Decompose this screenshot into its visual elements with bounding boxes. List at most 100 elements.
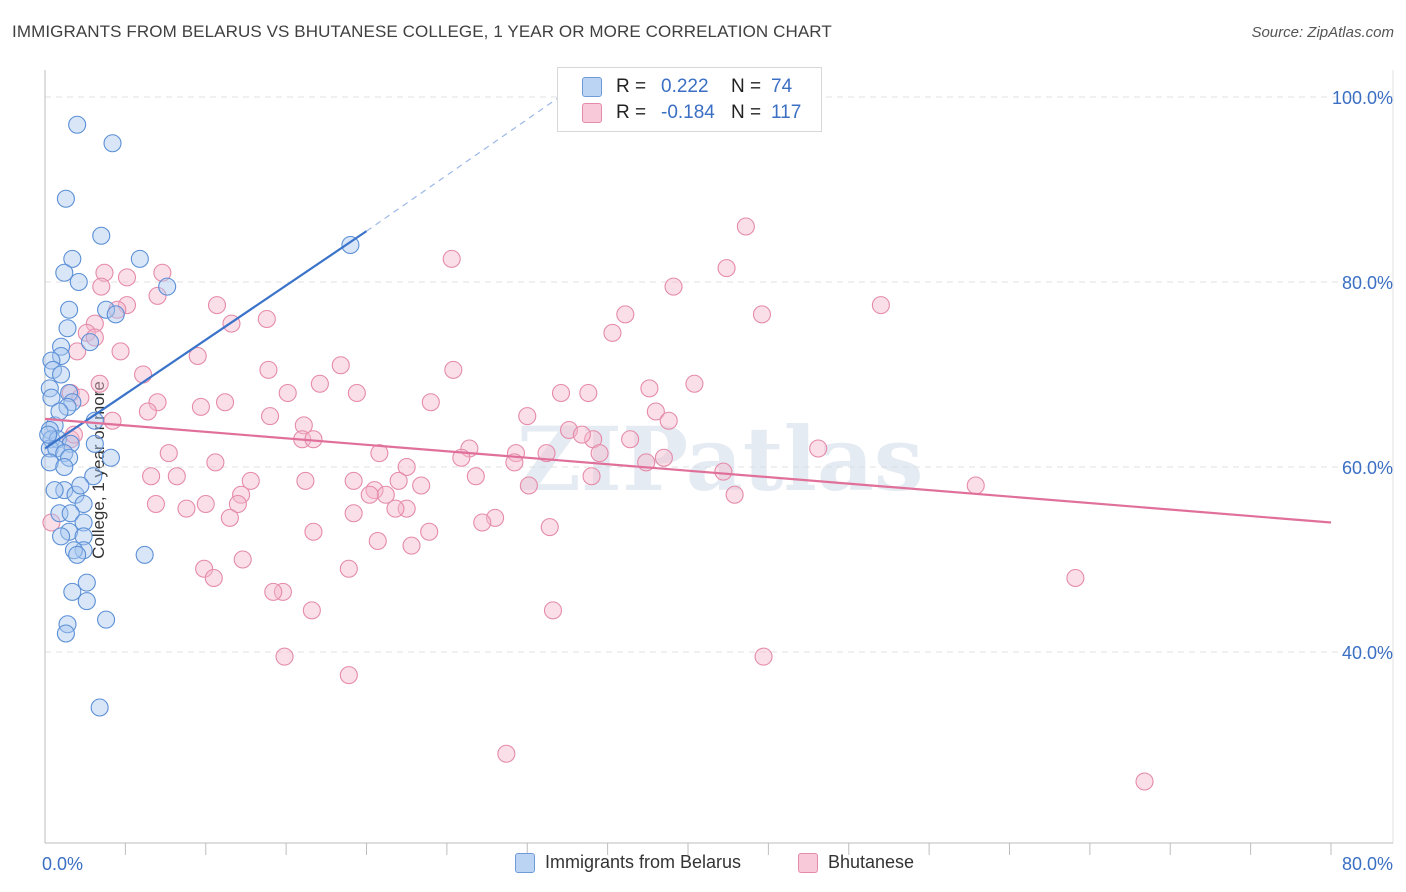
n-label: N = — [731, 102, 762, 123]
r-label: R = — [616, 102, 647, 123]
bhutanese-point — [590, 444, 609, 463]
bhutanese-point — [616, 305, 635, 324]
bhutanese-point — [572, 425, 591, 444]
bhutanese-point — [134, 365, 153, 384]
bhutanese-point — [188, 346, 207, 366]
bhutanese-point — [640, 379, 659, 398]
bhutanese-point — [195, 559, 214, 578]
bhutanese-point — [204, 568, 223, 588]
watermark: ZIPatlas — [517, 407, 924, 511]
belarus-point — [40, 439, 59, 458]
belarus-point — [42, 351, 61, 370]
bhutanese-point — [275, 647, 294, 666]
r-label: R = — [616, 76, 647, 97]
bhutanese-point — [233, 550, 252, 569]
bhutanese-point — [273, 582, 292, 601]
bhutanese-point — [257, 309, 276, 329]
belarus-point — [74, 541, 93, 560]
belarus-legend-icon — [515, 852, 535, 873]
bhutanese-point — [368, 531, 387, 551]
legend-label-belarus: Immigrants from Belarus — [545, 852, 742, 872]
bhutanese-point — [177, 499, 196, 518]
bhutanese-point — [543, 601, 563, 620]
belarus-point — [135, 545, 154, 564]
x-tick-label: 0.0% — [42, 854, 83, 874]
belarus-point — [60, 448, 79, 467]
belarus-point — [80, 333, 100, 352]
bhutanese-swatch-icon — [582, 103, 602, 123]
belarus-trendline-extension — [366, 96, 560, 232]
belarus-point — [63, 582, 82, 601]
bhutanese-point — [1135, 772, 1154, 791]
bhutanese-point — [736, 217, 755, 236]
bhutanese-point — [220, 508, 239, 527]
bhutanese-point — [621, 430, 640, 449]
bhutanese-point — [664, 277, 683, 296]
bhutanese-point — [142, 467, 161, 486]
belarus-point — [52, 346, 71, 366]
bhutanese-point — [117, 268, 137, 287]
legend-item-bhutanese[interactable]: Bhutanese — [798, 852, 914, 873]
belarus-point — [55, 457, 74, 477]
bhutanese-point — [412, 476, 431, 495]
belarus-point — [101, 448, 120, 467]
belarus-point — [56, 189, 75, 208]
bhutanese-point — [646, 402, 665, 421]
chart-source: Source: ZipAtlas.com — [1251, 24, 1394, 41]
bhutanese-point — [389, 471, 408, 490]
belarus-point — [39, 425, 58, 444]
belarus-point — [103, 134, 122, 153]
bhutanese-point — [339, 666, 358, 685]
bhutanese-point — [654, 448, 673, 467]
bhutanese-point — [518, 407, 537, 426]
belarus-point — [40, 379, 59, 398]
belarus-swatch-icon — [582, 77, 602, 97]
belarus-point — [63, 249, 82, 268]
belarus-point — [77, 592, 96, 611]
bhutanese-point — [871, 296, 890, 315]
belarus-point — [50, 402, 69, 421]
bhutanese-point — [138, 402, 157, 421]
bhutanese-point — [473, 513, 492, 532]
bhutanese-point — [302, 601, 321, 620]
bhutanese-point — [579, 383, 598, 403]
belarus-point — [74, 513, 93, 532]
belarus-point — [60, 300, 79, 319]
belarus-point — [55, 263, 74, 282]
bhutanese-point — [347, 383, 366, 403]
bhutanese-point — [420, 522, 439, 541]
bhutanese-point — [241, 471, 260, 490]
legend-row-belarus: R = 0.222 N = 74 — [582, 76, 792, 98]
bhutanese-point — [92, 277, 111, 296]
bhutanese-point — [310, 374, 329, 393]
bhutanese-point — [95, 263, 114, 282]
belarus-point — [71, 476, 90, 495]
belarus-point — [85, 434, 104, 453]
y-tick-label: 40.0% — [1342, 643, 1393, 663]
bhutanese-point — [148, 393, 167, 412]
correlation-legend: R = 0.222 N = 74 R = -0.184 N = 117 — [557, 67, 822, 132]
belarus-point — [130, 249, 149, 268]
belarus-point — [52, 527, 71, 546]
bhutanese-point — [294, 416, 313, 435]
belarus-point — [56, 624, 75, 643]
bhutanese-point — [603, 323, 622, 342]
n-label: N = — [731, 76, 762, 97]
bhutanese-legend-icon — [798, 852, 818, 873]
series-legend: Immigrants from Belarus Bhutanese — [0, 852, 1406, 876]
r-value: 0.222 — [661, 76, 709, 97]
bhutanese-point — [191, 397, 210, 416]
belarus-point — [84, 467, 103, 486]
bhutanese-point — [207, 296, 227, 315]
legend-item-belarus[interactable]: Immigrants from Belarus — [515, 852, 741, 873]
belarus-point — [97, 610, 116, 629]
bhutanese-point — [519, 476, 538, 495]
bhutanese-point — [717, 259, 736, 278]
bhutanese-point — [103, 411, 122, 430]
bhutanese-point — [442, 249, 461, 268]
bhutanese-point — [206, 453, 225, 472]
bhutanese-point — [296, 471, 315, 490]
legend-row-bhutanese: R = -0.184 N = 117 — [582, 102, 801, 124]
y-tick-label: 80.0% — [1342, 273, 1393, 293]
bhutanese-point — [685, 374, 704, 393]
